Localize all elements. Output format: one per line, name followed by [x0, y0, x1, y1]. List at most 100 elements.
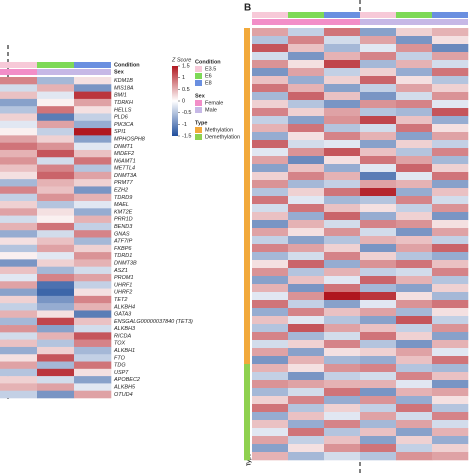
heat-cell: [288, 220, 325, 229]
sex-cell: [37, 69, 74, 75]
heat-cell: [74, 237, 112, 246]
heat-cell: [288, 252, 325, 261]
heat-cell: [432, 292, 469, 301]
heat-cell: [37, 383, 75, 392]
heat-cell: [0, 98, 38, 107]
heat-cell: [360, 220, 397, 229]
heat-cell: [432, 76, 469, 85]
heat-cell: [37, 91, 75, 100]
heat-cell: [0, 303, 38, 311]
heat-cell: [396, 388, 433, 397]
heat-cell: [74, 295, 112, 304]
heat-cell: [360, 132, 397, 141]
row-label: OTUD4: [114, 392, 133, 398]
heat-cell: [0, 106, 38, 114]
row-label: TDG: [114, 363, 126, 369]
type-cell: [244, 52, 250, 61]
heat-cell: [360, 148, 397, 157]
heat-cell: [432, 380, 469, 389]
heat-cell: [0, 179, 38, 187]
heat-cell: [288, 76, 325, 85]
heat-cell: [324, 36, 361, 45]
heat-cell: [74, 317, 112, 326]
heat-cell: [37, 281, 75, 289]
row-label: GNAS: [114, 231, 130, 237]
heat-cell: [324, 364, 361, 373]
condition-cell: [252, 12, 288, 18]
row-label: ATF7IP: [113, 239, 133, 245]
row-label: TOX: [114, 341, 126, 347]
heat-cell: [432, 52, 469, 61]
heat-cell: [360, 100, 397, 109]
heat-cell: [0, 317, 38, 326]
heat-cell: [0, 208, 38, 216]
heat-cell: [396, 172, 433, 181]
heat-cell: [74, 215, 112, 224]
heat-cell: [74, 325, 112, 333]
type-cell: [244, 348, 250, 357]
sex-cell: [432, 19, 468, 25]
heat-cell: [0, 295, 38, 304]
heat-cell: [288, 356, 325, 365]
heat-cell: [396, 252, 433, 261]
heat-cell: [432, 436, 469, 445]
heat-cell: [0, 339, 38, 348]
heat-cell: [74, 259, 112, 267]
heat-cell: [396, 260, 433, 269]
heat-cell: [37, 273, 75, 282]
heat-cell: [288, 404, 325, 413]
condition-cell: [288, 12, 324, 18]
heat-cell: [324, 380, 361, 389]
type-cell: [244, 108, 250, 117]
sex-cell: [0, 69, 37, 75]
heat-cell: [432, 268, 469, 277]
heat-cell: [324, 436, 361, 445]
heat-cell: [74, 157, 112, 165]
type-cell: [244, 164, 250, 173]
heat-cell: [396, 436, 433, 445]
heat-cell: [74, 244, 112, 253]
heat-cell: [74, 106, 112, 114]
row-label: MIDEF2: [114, 151, 134, 157]
sex-cell: [360, 19, 396, 25]
heat-cell: [396, 420, 433, 429]
heat-cell: [396, 236, 433, 245]
heat-cell: [252, 372, 289, 381]
heat-cell: [37, 128, 75, 136]
heat-cell: [0, 84, 38, 92]
type-cell: [244, 260, 250, 269]
row-label: MIS18A: [114, 85, 134, 91]
heat-cell: [432, 324, 469, 333]
heat-cell: [324, 284, 361, 293]
heat-cell: [37, 317, 75, 326]
heat-cell: [360, 308, 397, 317]
heat-cell: [0, 120, 38, 129]
heat-cell: [288, 452, 325, 461]
heat-cell: [396, 204, 433, 213]
heat-cell: [324, 428, 361, 437]
heat-cell: [288, 340, 325, 349]
heat-cell: [396, 452, 433, 461]
heat-cell: [252, 196, 289, 205]
heat-cell: [288, 124, 325, 133]
heat-cell: [74, 376, 112, 384]
heat-cell: [37, 266, 75, 275]
row-label: GATA3: [114, 312, 132, 318]
heat-cell: [74, 281, 112, 289]
heat-cell: [396, 364, 433, 373]
heat-cell: [432, 316, 469, 325]
heat-cell: [74, 77, 112, 85]
heat-cell: [324, 76, 361, 85]
heat-cell: [360, 268, 397, 277]
row-label: DNMT3B: [114, 260, 137, 266]
heat-cell: [360, 420, 397, 429]
heat-cell: [37, 310, 75, 319]
heat-cell: [74, 361, 112, 370]
heat-cell: [0, 361, 38, 370]
heat-cell: [324, 412, 361, 421]
heat-cell: [396, 188, 433, 197]
heat-cell: [252, 364, 289, 373]
heat-cell: [288, 188, 325, 197]
row-label: DNMT1: [114, 144, 133, 150]
heat-cell: [324, 116, 361, 125]
